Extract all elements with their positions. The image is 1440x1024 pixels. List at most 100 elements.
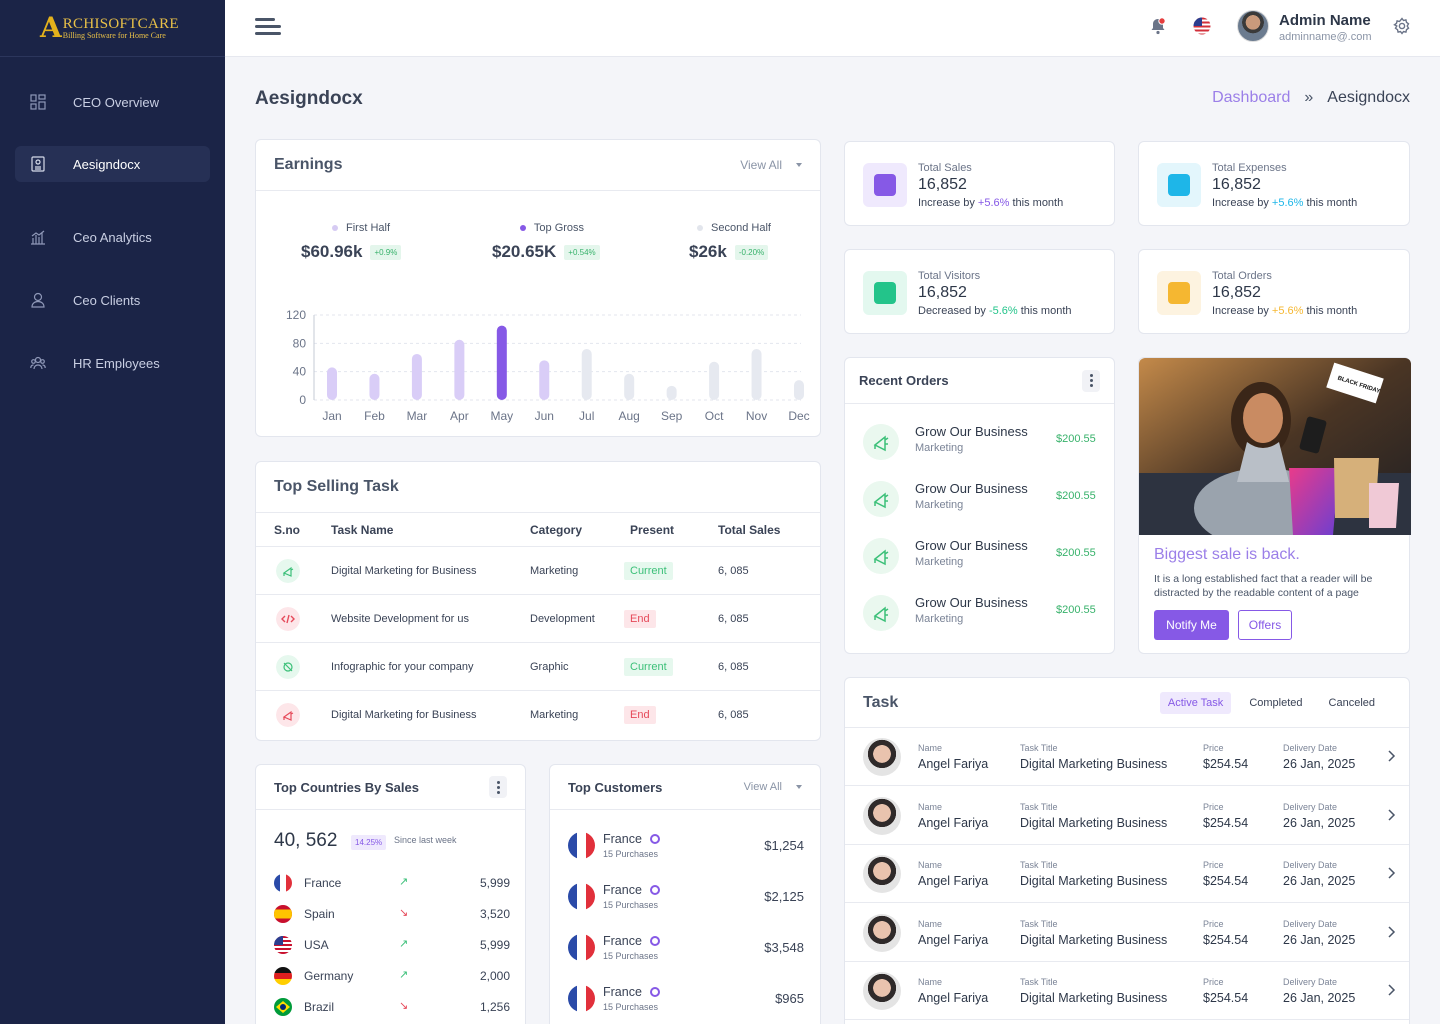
bar-apr <box>454 339 465 400</box>
table-row[interactable]: Name Angel Fariya Task Title Digital Market… <box>845 845 1409 904</box>
list-item[interactable]: USA ↗ 5,999 <box>274 935 510 955</box>
megaphone-icon <box>863 424 899 460</box>
verified-icon <box>650 885 660 895</box>
megaphone-icon <box>863 481 899 517</box>
list-item[interactable]: Spain ↘ 3,520 <box>274 904 510 924</box>
list-item[interactable]: Grow Our Business Marketing $200.55 <box>863 593 1103 633</box>
chevron-down-icon <box>796 163 802 167</box>
chevron-right-icon[interactable] <box>1383 807 1399 823</box>
list-item[interactable]: France 15 Purchases $965 <box>568 983 804 1017</box>
bar-nov <box>751 349 762 400</box>
stat-change: Increase by +5.6% this month <box>1212 305 1358 317</box>
x-tick-label: Mar <box>407 409 428 423</box>
france-flag-icon <box>568 985 595 1012</box>
table-row[interactable]: Name Angel Fariya Task Title Digital Market… <box>845 787 1409 845</box>
list-item[interactable]: France 15 Purchases $2,125 <box>568 881 804 915</box>
stat-card-total-sales[interactable]: Total Sales 16,852 Increase by +5.6% thi… <box>844 141 1115 226</box>
stat-card-total-expenses[interactable]: Total Expenses 16,852 Increase by +5.6% … <box>1138 141 1410 226</box>
stat-change: Increase by +5.6% this month <box>1212 197 1358 209</box>
customers-view-all-dropdown[interactable]: View All <box>744 781 802 793</box>
table-row[interactable]: Infographic for your company Graphic Cur… <box>256 643 820 691</box>
recent-orders-title: Recent Orders <box>859 373 949 388</box>
table-row[interactable]: Digital Marketing for Business Marketing… <box>256 691 820 739</box>
task-card: Task Active Task Completed Canceled Name… <box>844 677 1410 1024</box>
stat-label: Total Sales <box>918 162 972 174</box>
stat-value: 16,852 <box>1212 284 1261 301</box>
more-options-icon[interactable] <box>489 776 507 798</box>
tab-active-task[interactable]: Active Task <box>1159 691 1232 714</box>
tab-canceled[interactable]: Canceled <box>1328 696 1375 709</box>
offers-button[interactable]: Offers <box>1238 610 1292 640</box>
status-badge: Current <box>624 561 673 580</box>
double-chevron-right-icon: » <box>1304 89 1314 106</box>
graphic-icon <box>276 655 300 679</box>
sidebar-item-ceo-overview[interactable]: CEO Overview <box>15 84 210 120</box>
bar-oct <box>709 361 720 400</box>
sidebar-item-ceo-clients[interactable]: Ceo Clients <box>15 282 210 318</box>
list-item[interactable]: Grow Our Business Marketing $200.55 <box>863 536 1103 576</box>
trend-up-icon: ↗ <box>399 876 409 888</box>
table-row[interactable]: Name Angel Fariya Task Title Digital Market… <box>845 904 1409 962</box>
x-tick-label: Nov <box>746 409 767 423</box>
list-item[interactable]: Grow Our Business Marketing $200.55 <box>863 479 1103 519</box>
stat-label: Total Expenses <box>1212 162 1287 174</box>
table-row[interactable]: Name Angel Fariya Task Title Digital Market… <box>845 962 1409 1021</box>
earnings-title: Earnings <box>274 156 343 173</box>
sidebar-item-label: HR Employees <box>73 355 160 371</box>
menu-toggle-icon[interactable] <box>255 18 281 38</box>
expenses-icon <box>1157 163 1201 207</box>
list-item[interactable]: Brazil ↘ 1,256 <box>274 997 510 1017</box>
megaphone-icon <box>276 559 300 583</box>
earnings-bar-chart: 0 40 80 120 Jan Feb Mar Apr May Jun Jul Aug Sep Oct No… <box>286 308 810 423</box>
table-row[interactable]: Name Angel Fariya Task Title Digital Market… <box>845 728 1409 786</box>
gear-icon[interactable] <box>1392 16 1412 36</box>
list-item[interactable]: France ↗ 5,999 <box>274 873 510 893</box>
x-tick-label: Feb <box>364 409 385 423</box>
user-avatar[interactable] <box>1237 10 1269 42</box>
earnings-view-all-dropdown[interactable]: View All <box>740 158 802 172</box>
bar-may <box>496 325 507 400</box>
sidebar-item-aesigndocx[interactable]: Aesigndocx <box>15 146 210 182</box>
logo-tagline: Billing Software for Home Care <box>62 31 166 41</box>
list-item[interactable]: Grow Our Business Marketing $200.55 <box>863 422 1103 462</box>
list-item[interactable]: Germany ↗ 2,000 <box>274 966 510 986</box>
breadcrumb: Dashboard » Aesigndocx <box>1212 89 1410 107</box>
bell-icon[interactable] <box>1148 16 1168 36</box>
tab-completed[interactable]: Completed <box>1249 696 1303 709</box>
us-flag-icon[interactable] <box>1192 16 1212 36</box>
avatar <box>863 913 901 952</box>
table-row[interactable]: Digital Marketing for Business Marketing… <box>256 547 820 595</box>
sidebar-item-hr-employees[interactable]: HR Employees <box>15 345 210 381</box>
logo-name: RCHISOFTCARE <box>62 15 179 32</box>
promo-text: It is a long established fact that a rea… <box>1154 573 1373 599</box>
avatar <box>863 796 901 835</box>
sidebar-item-ceo-analytics[interactable]: Ceo Analytics <box>15 219 210 255</box>
breadcrumb-link-dashboard[interactable]: Dashboard <box>1212 89 1291 106</box>
chevron-right-icon[interactable] <box>1383 748 1399 764</box>
trend-up-icon: ↗ <box>399 938 409 950</box>
notify-me-button[interactable]: Notify Me <box>1154 610 1229 640</box>
more-options-icon[interactable] <box>1082 369 1100 392</box>
chevron-right-icon[interactable] <box>1383 982 1399 998</box>
chevron-right-icon[interactable] <box>1383 924 1399 940</box>
list-item[interactable]: France 15 Purchases $1,254 <box>568 830 804 864</box>
megaphone-icon <box>863 538 899 574</box>
bar-jan <box>327 367 337 400</box>
x-tick-label: Jan <box>322 409 341 423</box>
stat-card-total-orders[interactable]: Total Orders 16,852 Increase by +5.6% th… <box>1138 249 1410 334</box>
user-name[interactable]: Admin Name <box>1279 12 1371 29</box>
top-customers-card: Top Customers View All France 15 Purchase… <box>549 764 821 1024</box>
chevron-right-icon[interactable] <box>1383 865 1399 881</box>
list-item[interactable]: France 15 Purchases $3,548 <box>568 932 804 966</box>
megaphone-icon <box>863 595 899 631</box>
brand-logo[interactable]: A RCHISOFTCARE Billing Software for Home… <box>0 0 225 57</box>
stat-label: Total Orders <box>1212 270 1272 282</box>
bar-aug <box>624 373 635 400</box>
table-row[interactable]: Website Development for us Development E… <box>256 595 820 643</box>
bar-dec <box>794 380 804 400</box>
sidebar-item-label: Aesigndocx <box>73 156 141 172</box>
trend-up-icon: ↗ <box>399 969 409 981</box>
stat-card-total-visitors[interactable]: Total Visitors 16,852 Decreased by -5.6%… <box>844 249 1115 334</box>
x-tick-label: Sep <box>661 409 683 423</box>
trend-down-icon: ↘ <box>399 907 409 919</box>
